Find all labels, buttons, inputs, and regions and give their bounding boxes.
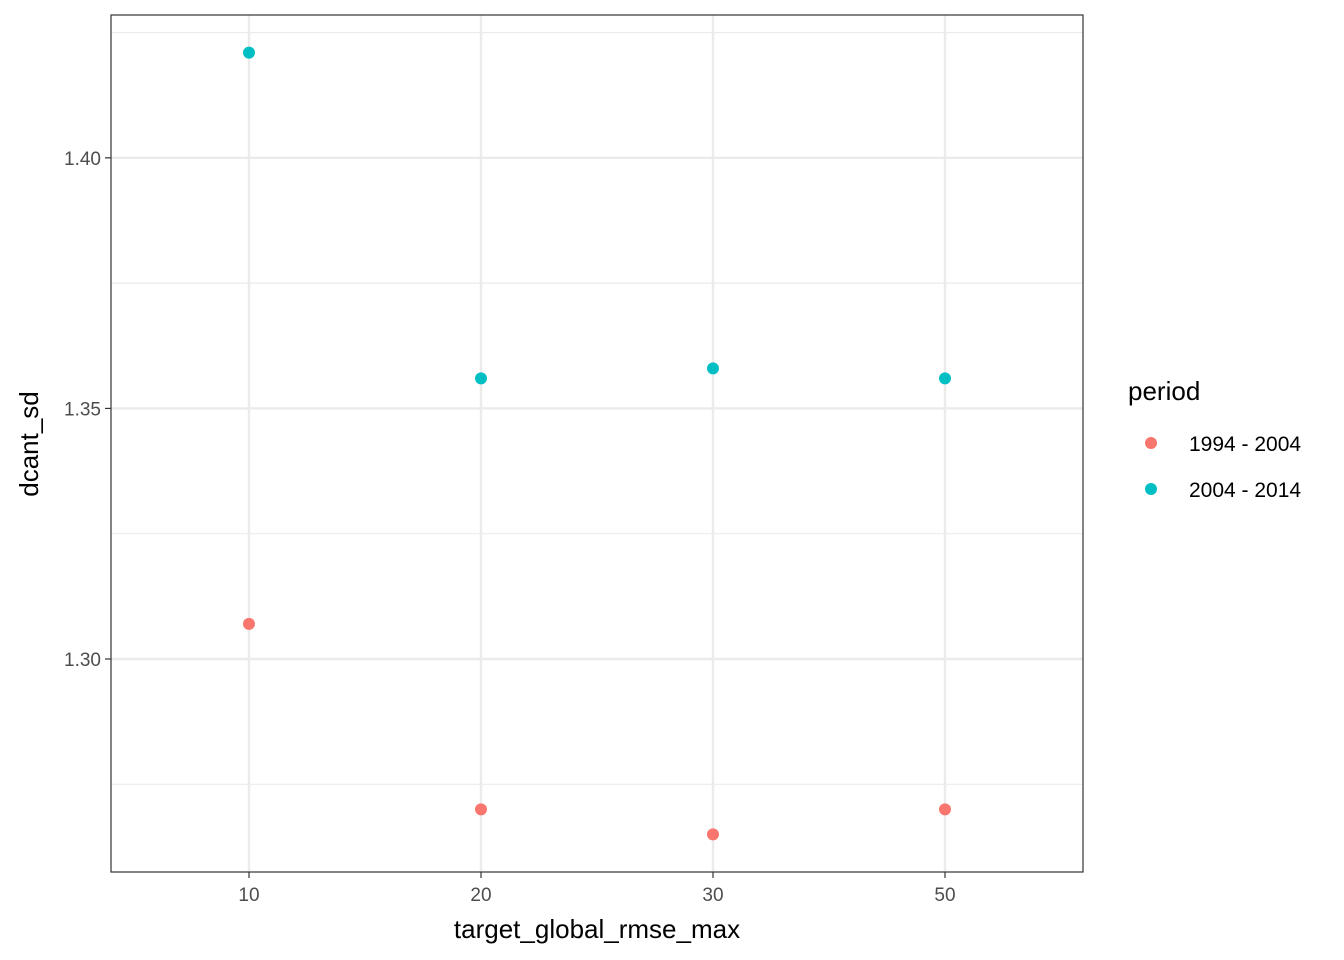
x-tick-label: 50 (934, 885, 955, 906)
data-point-series-2 (243, 46, 255, 59)
data-point-series-2 (707, 362, 719, 375)
legend-title: period (1128, 376, 1200, 406)
plot-panel-border (110, 14, 1084, 873)
legend-label: 1994 - 2004 (1189, 433, 1301, 456)
x-axis-title: target_global_rmse_max (454, 914, 740, 944)
x-tick-label: 20 (470, 885, 491, 906)
data-point-series-1 (939, 803, 951, 816)
y-axis-title: dcant_sd (14, 391, 44, 497)
legend-label: 2004 - 2014 (1189, 479, 1301, 502)
y-tick-label: 1.40 (64, 149, 101, 170)
x-tick-label: 10 (238, 885, 259, 906)
legend-key (1145, 437, 1157, 449)
data-point-series-1 (707, 828, 719, 841)
data-point-series-2 (939, 372, 951, 385)
y-tick-label: 1.30 (64, 650, 101, 671)
x-tick-label: 30 (702, 885, 723, 906)
data-points (243, 46, 951, 841)
y-tick-label: 1.35 (64, 399, 101, 420)
data-point-series-1 (475, 803, 487, 816)
legend: period 1994 - 2004 2004 - 2014 (1128, 376, 1301, 502)
data-point-series-2 (475, 372, 487, 385)
minor-grid (111, 31, 1083, 785)
data-point-series-1 (243, 617, 255, 630)
y-axis: 1.30 1.35 1.40 (64, 149, 111, 671)
x-axis: 10 20 30 50 (238, 872, 956, 906)
legend-key (1145, 483, 1157, 495)
major-grid (111, 15, 1083, 872)
